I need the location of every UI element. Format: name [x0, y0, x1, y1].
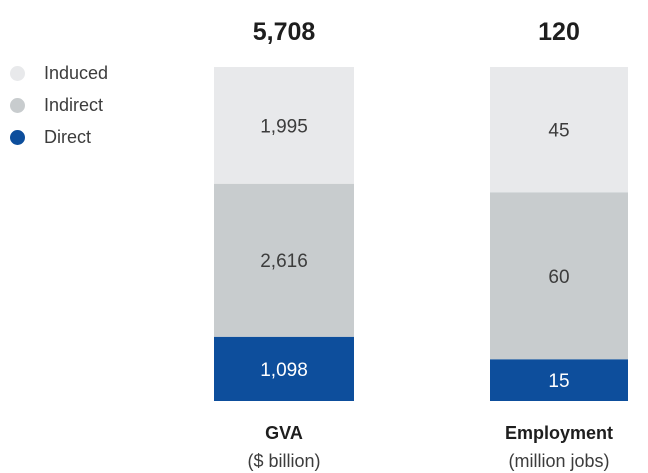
- unit-label: (million jobs): [508, 451, 609, 471]
- data-label-indirect: 2,616: [260, 251, 308, 272]
- legend-swatch-induced: [10, 66, 25, 81]
- bar-segment-indirect: [490, 192, 628, 360]
- bar-segment-direct: [490, 359, 628, 401]
- legend-swatch-direct: [10, 130, 25, 145]
- data-label-induced: 45: [548, 121, 569, 142]
- data-label-induced: 1,995: [260, 116, 308, 137]
- bar-segment-indirect: [214, 183, 354, 337]
- legend-item-indirect: Indirect: [10, 94, 108, 126]
- x-axis-label: Employment: [505, 423, 613, 443]
- bar-segment-direct: [214, 336, 354, 401]
- data-label-direct: 15: [548, 371, 569, 392]
- bar-total-label: 5,708: [253, 18, 316, 46]
- legend-label: Indirect: [44, 95, 104, 115]
- legend-swatch-indirect: [10, 98, 25, 113]
- data-label-direct: 1,098: [260, 360, 308, 381]
- legend-item-induced: Induced: [10, 62, 108, 94]
- legend: Induced Indirect Direct: [10, 62, 108, 158]
- x-axis-label: GVA: [265, 423, 303, 443]
- bar-segment-induced: [490, 67, 628, 193]
- unit-label: ($ billion): [247, 451, 320, 471]
- bar-total-label: 120: [538, 18, 580, 46]
- data-label-indirect: 60: [548, 267, 569, 288]
- legend-label: Induced: [44, 63, 109, 83]
- bar-segment-induced: [214, 67, 354, 184]
- legend-item-direct: Direct: [10, 126, 108, 158]
- legend-label: Direct: [44, 127, 92, 147]
